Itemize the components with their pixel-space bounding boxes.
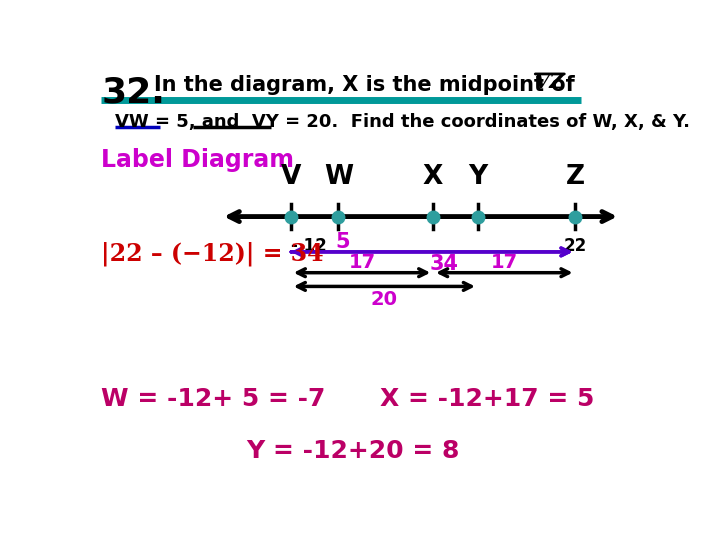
Text: Y: Y	[468, 164, 487, 190]
Text: - 12: - 12	[291, 237, 327, 254]
Text: 22: 22	[564, 237, 587, 254]
Text: 5: 5	[336, 232, 350, 252]
Text: Label Diagram: Label Diagram	[101, 148, 294, 172]
Text: 20: 20	[371, 290, 398, 309]
Text: W = -12+ 5 = -7: W = -12+ 5 = -7	[101, 387, 325, 411]
Text: In the diagram, X is the midpoint of: In the diagram, X is the midpoint of	[154, 75, 575, 95]
Text: W: W	[324, 164, 353, 190]
Text: |22 – (−12)| = 34: |22 – (−12)| = 34	[101, 241, 324, 266]
Text: VZ: VZ	[534, 72, 565, 92]
Text: VW = 5, and  VY = 20.  Find the coordinates of W, X, & Y.: VW = 5, and VY = 20. Find the coordinate…	[115, 113, 690, 131]
Text: 32.: 32.	[101, 75, 165, 109]
Text: Y = -12+20 = 8: Y = -12+20 = 8	[246, 439, 459, 463]
Text: 34: 34	[430, 254, 459, 274]
Text: V: V	[281, 164, 301, 190]
Text: Z: Z	[566, 164, 585, 190]
Text: 17: 17	[491, 253, 518, 272]
Text: 17: 17	[348, 253, 376, 272]
Text: X = -12+17 = 5: X = -12+17 = 5	[380, 387, 595, 411]
Text: X: X	[423, 164, 444, 190]
